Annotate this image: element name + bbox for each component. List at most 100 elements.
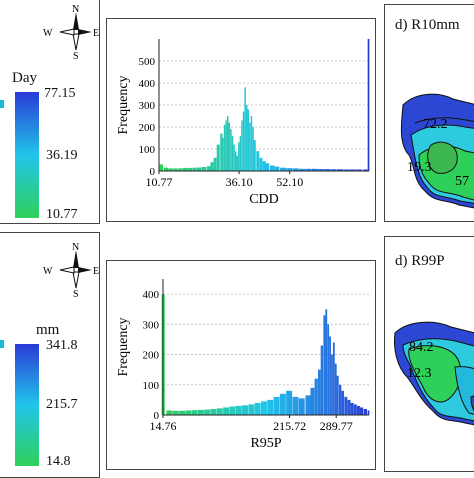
histogram-bar — [159, 164, 163, 171]
histogram-bar — [349, 169, 356, 171]
histogram-bar — [329, 336, 331, 415]
histogram-bar — [341, 390, 345, 415]
top-colorbar — [15, 92, 39, 218]
histogram-bar — [314, 378, 318, 415]
histogram-bar — [222, 138, 224, 171]
histogram-bar — [353, 404, 357, 415]
histogram-bar — [191, 410, 198, 415]
histogram-bar — [318, 169, 325, 171]
histogram-bar — [299, 168, 306, 171]
histogram-bar — [163, 167, 169, 171]
top-compass: N S W E — [38, 4, 100, 62]
histogram-bar — [279, 393, 286, 415]
histogram-bar — [233, 144, 235, 171]
histogram-bar — [185, 410, 192, 415]
top-map-label-3: 57 — [455, 174, 469, 189]
histogram-bar — [238, 142, 240, 171]
histogram-bar — [260, 401, 267, 415]
histogram-bar — [367, 410, 370, 415]
histogram-bar — [363, 408, 367, 415]
bottom-map-label-2: 12.3 — [407, 366, 432, 381]
top-histogram-panel: 0 100 200 300 400 500 10.77 36.10 52.10 CDD Freque… — [106, 18, 376, 222]
histogram-bar — [250, 116, 253, 171]
histogram-bar — [241, 120, 243, 171]
histogram-bar — [274, 166, 280, 171]
compass-icon: N S W E — [43, 4, 99, 62]
histogram-bar — [363, 169, 368, 171]
top-map-label-1: 72.2 — [423, 117, 448, 132]
histogram-bar — [201, 167, 207, 171]
bottom-legend-unit: mm — [36, 322, 60, 338]
top-legend-tick-min: 10.77 — [46, 207, 78, 222]
histogram-bar — [245, 105, 248, 171]
y-tick-label: 500 — [139, 56, 156, 68]
y-tick-label: 400 — [139, 78, 156, 90]
y-tick-label: 0 — [150, 166, 156, 178]
compass-s: S — [73, 289, 79, 298]
histogram-bar — [223, 407, 230, 415]
histogram-bar — [225, 120, 227, 171]
histogram-bar — [210, 162, 214, 171]
histogram-bar — [197, 409, 204, 415]
histogram-bar — [267, 399, 274, 415]
histogram-bar — [187, 167, 193, 171]
histogram-bar — [230, 129, 232, 171]
histogram-bar — [229, 406, 236, 415]
compass-w: W — [43, 28, 53, 39]
histogram-bar — [330, 169, 337, 171]
histogram-bar — [343, 169, 350, 171]
histogram-bar — [216, 144, 220, 171]
y-axis-label: Frequency — [116, 75, 131, 134]
histogram-bar — [172, 410, 179, 415]
y-axis-label: Frequency — [116, 317, 131, 376]
bottom-map-panel: d) R99P 84.2 12.3 — [384, 236, 474, 472]
bottom-histogram-panel: 0 100 200 300 400 14.76 215.72 289.77 R95P Freque… — [106, 260, 376, 470]
top-legend-tick-max: 77.15 — [44, 86, 76, 101]
histogram-bar — [239, 135, 242, 171]
histogram-bar — [253, 140, 256, 171]
compass-n: N — [72, 4, 79, 15]
histogram-bar — [216, 408, 223, 415]
histogram-bar — [286, 390, 293, 415]
histogram-bar — [320, 345, 324, 415]
histogram-bar — [235, 405, 242, 415]
histogram-bar — [213, 157, 217, 171]
histogram-bar — [236, 155, 238, 171]
x-tick-label: 36.10 — [226, 175, 253, 189]
histogram-bar — [318, 369, 321, 415]
histogram-bar — [334, 363, 337, 415]
histogram-bar — [204, 409, 211, 415]
cdd-histogram: 0 100 200 300 400 500 10.77 36.10 52.10 CDD Freque… — [116, 39, 370, 207]
compass-n: N — [72, 242, 79, 253]
histogram-bar — [356, 169, 363, 171]
histogram-bar — [323, 315, 326, 415]
y-tick-label: 200 — [139, 122, 156, 134]
top-map-label-2: 19.3 — [407, 160, 432, 175]
histogram-bar — [310, 387, 315, 415]
compass-e: E — [93, 28, 99, 39]
bottom-map-label-1: 84.2 — [409, 340, 434, 355]
histogram-bar — [331, 354, 333, 415]
histogram-bar — [311, 168, 318, 171]
histogram-bar — [210, 408, 217, 415]
map-edge-dot — [0, 100, 4, 108]
top-legend-tick-mid: 36.19 — [46, 148, 78, 163]
histogram-bar — [298, 398, 305, 415]
y-tick-label: 0 — [154, 410, 160, 422]
r95p-histogram: 0 100 200 300 400 14.76 215.72 289.77 R95P Freque… — [116, 279, 370, 451]
bottom-map: 84.2 12.3 — [394, 321, 474, 426]
histogram-bar — [182, 167, 188, 171]
histogram-bar — [173, 168, 178, 171]
top-map: 72.2 19.3 57 — [400, 93, 474, 209]
histogram-bar — [223, 124, 226, 171]
histogram-bar — [305, 395, 311, 415]
x-axis-label: CDD — [249, 192, 279, 207]
histogram-bar — [269, 165, 275, 171]
histogram-bar — [336, 375, 339, 415]
histogram-bar — [192, 167, 197, 171]
bottom-colorbar — [15, 344, 39, 466]
x-tick-label: 289.77 — [320, 419, 353, 433]
histogram-bar — [197, 167, 202, 171]
histogram-bar — [249, 122, 251, 171]
histogram-bar — [350, 402, 354, 415]
